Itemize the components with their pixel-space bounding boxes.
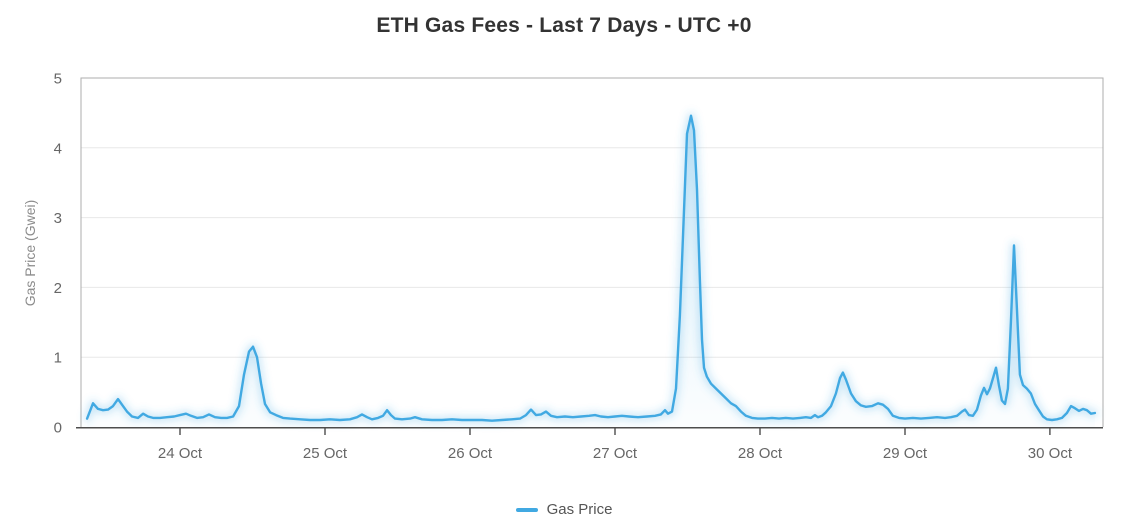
chart-plot-area[interactable]: 24 Oct 25 Oct 26 Oct 27 Oct 28 Oct 29 Oct 30 O… xyxy=(0,0,1128,480)
y-tick-label: 5 xyxy=(54,71,62,88)
chart-title: ETH Gas Fees - Last 7 Days - UTC +0 xyxy=(376,14,752,37)
y-tick-label: 0 xyxy=(54,420,62,437)
legend: Gas Price xyxy=(0,501,1128,518)
x-tick-label: 26 Oct xyxy=(448,445,493,462)
series-line-glow xyxy=(83,112,1099,425)
legend-line-swatch-icon xyxy=(515,507,538,512)
x-tick-label: 29 Oct xyxy=(883,445,928,462)
legend-item-gas-price[interactable]: Gas Price xyxy=(515,501,613,518)
x-tick-label: 28 Oct xyxy=(738,445,783,462)
y-tick-label: 1 xyxy=(54,350,62,367)
legend-label: Gas Price xyxy=(546,501,613,518)
y-tick-label: 2 xyxy=(54,280,62,297)
y-tick-label: 3 xyxy=(54,210,62,227)
x-tick-label: 30 Oct xyxy=(1028,445,1073,462)
x-tick-label: 27 Oct xyxy=(593,445,638,462)
series-line xyxy=(85,114,1097,422)
x-tick-label: 24 Oct xyxy=(158,445,203,462)
y-tick-label: 4 xyxy=(54,140,62,157)
plot-border xyxy=(80,77,1104,427)
series-area xyxy=(87,115,1095,427)
x-tick-label: 25 Oct xyxy=(303,445,348,462)
